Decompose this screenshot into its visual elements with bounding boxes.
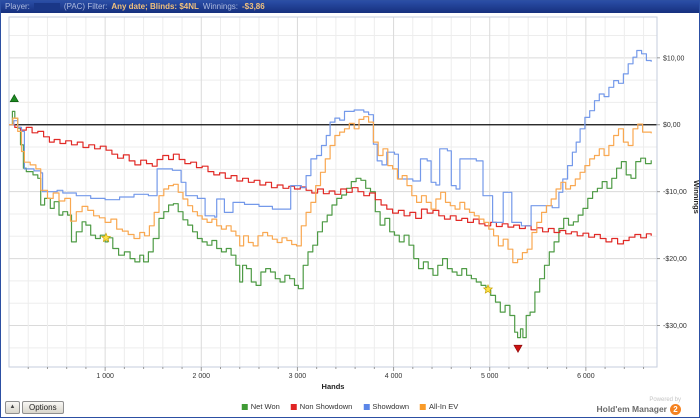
y-axis-title: Winnings xyxy=(692,180,700,214)
chart-legend: Net Won Non Showdown Showdown All-In EV xyxy=(241,402,458,411)
powered-by-text: Powered by xyxy=(649,397,681,403)
winnings-value: -$3,86 xyxy=(242,2,265,11)
options-button[interactable]: Options xyxy=(22,401,64,414)
triangle-up-icon: ▲ xyxy=(9,404,16,410)
y-tick-label: $0,00 xyxy=(663,122,681,129)
x-tick-label: 4 000 xyxy=(385,373,403,380)
legend-item-non-showdown: Non Showdown xyxy=(290,402,353,411)
x-axis-title: Hands xyxy=(322,382,345,391)
collapse-panel-button[interactable]: ▲ xyxy=(5,401,20,414)
branding: Powered by Hold'em Manager 2 xyxy=(596,397,681,415)
legend-swatch-icon xyxy=(363,403,370,410)
legend-label: Showdown xyxy=(372,402,410,411)
green-up-arrow-marker xyxy=(9,93,19,102)
legend-item-net-won: Net Won xyxy=(241,402,280,411)
legend-swatch-icon xyxy=(420,403,427,410)
y-tick-label: -$10,00 xyxy=(663,189,687,196)
series-net-won xyxy=(9,110,652,339)
winnings-label: Winnings: xyxy=(202,2,239,11)
filter-value: Any date; Blinds: $4NL xyxy=(111,2,199,11)
series-showdown xyxy=(9,49,652,227)
legend-label: All-In EV xyxy=(429,402,459,411)
x-tick-label: 1 000 xyxy=(96,373,114,380)
star-marker-2 xyxy=(482,283,494,294)
player-label: Player: xyxy=(5,2,30,11)
titlebar: Player: (PAC) Filter: Any date; Blinds: … xyxy=(1,1,699,13)
hm2-badge-icon: 2 xyxy=(670,404,681,415)
series-all-in-ev xyxy=(9,116,652,264)
star-marker-1 xyxy=(100,232,112,243)
brand-name: Hold'em Manager xyxy=(596,404,667,414)
y-tick-label: -$20,00 xyxy=(663,256,687,263)
y-tick-label: $10,00 xyxy=(663,55,685,62)
red-down-arrow-marker xyxy=(513,344,523,353)
series-non-showdown xyxy=(9,124,652,245)
player-name-redacted xyxy=(33,3,60,11)
options-toolbar: ▲ Options xyxy=(5,401,64,414)
x-tick-label: 6 000 xyxy=(577,373,595,380)
legend-swatch-icon xyxy=(290,403,297,410)
legend-item-showdown: Showdown xyxy=(363,402,409,411)
y-tick-label: -$30,00 xyxy=(663,323,687,330)
legend-item-all-in-ev: All-In EV xyxy=(420,402,458,411)
legend-label: Non Showdown xyxy=(299,402,353,411)
x-tick-label: 3 000 xyxy=(289,373,307,380)
x-tick-label: 2 000 xyxy=(193,373,211,380)
filter-label: (PAC) Filter: xyxy=(63,2,108,11)
x-tick-label: 5 000 xyxy=(481,373,499,380)
legend-swatch-icon xyxy=(241,403,248,410)
legend-label: Net Won xyxy=(250,402,280,411)
